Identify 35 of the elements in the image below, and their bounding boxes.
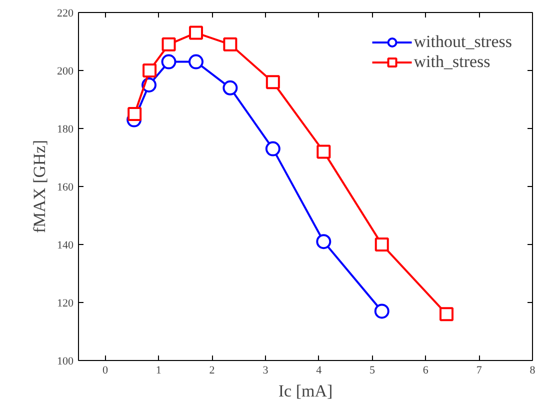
- x-tick-label: 0: [102, 364, 108, 376]
- point: [222, 80, 238, 96]
- x-tick-label: 5: [370, 364, 376, 376]
- x-tick-label: 3: [262, 364, 269, 376]
- y-tick-label: 220: [57, 8, 74, 20]
- point: [223, 37, 238, 52]
- point: [188, 54, 204, 70]
- x-tick-label: 4: [316, 364, 322, 376]
- point: [162, 37, 176, 52]
- x-axis-title: Ic [mA]: [278, 382, 333, 400]
- point: [161, 54, 176, 70]
- y-tick-label: 100: [57, 356, 74, 368]
- point: [189, 26, 204, 40]
- point: [374, 238, 389, 252]
- point: [142, 64, 157, 78]
- y-tick-label: 180: [57, 124, 74, 136]
- x-tick-label: 8: [530, 364, 536, 376]
- y-tick-label: 120: [57, 298, 74, 310]
- x-tick-label: 2: [209, 364, 215, 376]
- y-tick-label: 160: [57, 182, 74, 194]
- legend-label: without_stress: [414, 32, 512, 52]
- point: [440, 307, 454, 322]
- x-tick-label: 7: [476, 364, 482, 376]
- y-tick-label: 200: [57, 66, 74, 78]
- point: [316, 234, 332, 250]
- y-axis-title: fMAX [GHz]: [30, 140, 49, 233]
- point: [265, 141, 280, 156]
- x-tick-label: 6: [422, 364, 429, 376]
- y-tick-label: 140: [57, 240, 74, 252]
- x-tick-label: 1: [156, 364, 162, 376]
- point: [128, 107, 142, 121]
- legend-label: with_stress: [414, 52, 490, 72]
- point: [316, 144, 331, 159]
- point: [266, 75, 280, 90]
- point: [374, 304, 390, 319]
